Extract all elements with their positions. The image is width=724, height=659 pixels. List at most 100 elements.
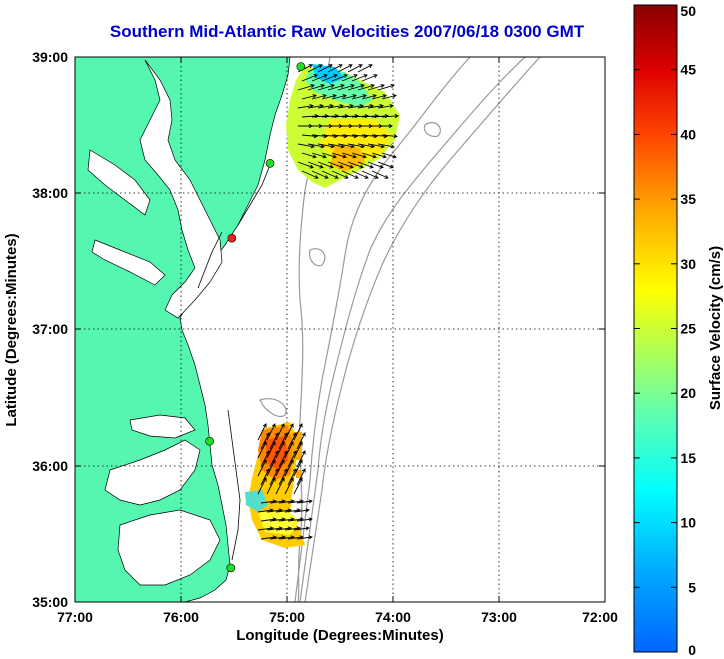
velocity-vector-north xyxy=(307,104,324,109)
velocity-vector-north xyxy=(357,143,375,149)
velocity-vector-north xyxy=(301,94,317,100)
velocity-vector-north xyxy=(321,74,338,82)
velocity-vector-north xyxy=(311,170,329,179)
velocity-vector-north xyxy=(321,152,337,159)
velocity-vector-north xyxy=(381,134,398,139)
velocity-vector-south xyxy=(269,450,279,468)
velocity-vector-north xyxy=(361,94,377,100)
colorbar-tick-label: 40 xyxy=(680,126,696,142)
y-tick-label: 37:00 xyxy=(32,321,68,337)
colorbar-tick-label: 35 xyxy=(680,191,696,207)
barrier-islands xyxy=(197,159,273,561)
velocity-vector-north xyxy=(371,94,387,100)
velocity-vector-north xyxy=(321,170,339,179)
velocity-vector-south xyxy=(293,459,303,477)
velocity-vector-north xyxy=(377,161,394,169)
velocity-vector-south xyxy=(293,441,303,459)
velocity-vector-south xyxy=(257,477,267,495)
velocity-vector-north xyxy=(307,143,325,149)
y-tick-labels: 39:00 38:00 37:00 36:00 35:00 xyxy=(32,49,68,610)
velocity-vector-north xyxy=(381,113,399,119)
velocity-vector-north xyxy=(371,152,387,159)
velocity-vector-north xyxy=(317,64,333,73)
velocity-vector-south xyxy=(287,432,297,450)
velocity-vector-north xyxy=(317,143,335,149)
velocity-vector-north xyxy=(361,152,377,159)
velocity-vector-south xyxy=(296,535,313,540)
velocity-vector-south xyxy=(260,468,270,486)
velocity-vector-north xyxy=(341,94,357,100)
velocity-vector-north xyxy=(327,104,344,109)
colorbar-gradient xyxy=(633,4,678,653)
velocity-vector-north xyxy=(297,104,314,109)
velocity-vector-north xyxy=(367,143,385,149)
velocity-vector-north xyxy=(337,161,354,169)
radar-station-marker xyxy=(205,436,214,446)
velocity-vector-north xyxy=(337,143,355,149)
velocity-vector-south xyxy=(284,459,294,477)
velocity-vector-north xyxy=(301,152,317,159)
velocity-field-south xyxy=(245,422,313,548)
velocity-vector-north xyxy=(347,64,363,73)
velocity-vector-north xyxy=(311,152,327,159)
bathymetry-contour-loop2 xyxy=(309,248,326,267)
velocity-vector-north xyxy=(357,84,375,91)
radar-station-marker xyxy=(265,158,275,168)
y-tick-label: 36:00 xyxy=(32,458,68,474)
velocity-vector-north xyxy=(367,104,384,109)
colorbar-tick-label: 5 xyxy=(688,579,696,595)
radar-station-marker xyxy=(296,62,306,71)
velocity-vector-north xyxy=(378,123,393,129)
x-tick-label: 76:00 xyxy=(163,609,199,625)
velocity-vector-north xyxy=(351,152,367,159)
velocity-vector-south xyxy=(260,450,270,468)
y-tick-label: 35:00 xyxy=(32,594,68,610)
radar-station-offline-marker xyxy=(227,233,237,243)
colorbar-tick-label: 15 xyxy=(680,450,696,466)
velocity-vector-south xyxy=(296,517,313,522)
velocity-vector-south xyxy=(287,468,297,486)
velocity-vector-north xyxy=(331,74,348,82)
velocity-vector-south xyxy=(284,441,294,459)
map-title: Southern Mid-Atlantic Raw Velocities 200… xyxy=(109,22,585,41)
velocity-vector-south xyxy=(260,432,270,450)
velocity-vector-north xyxy=(351,74,368,82)
colorbar: 0 5 10 15 20 25 30 35 40 45 50 Surface Velocity (c… xyxy=(633,3,724,658)
x-tick-label: 74:00 xyxy=(375,609,411,625)
velocity-vector-north xyxy=(317,84,335,91)
bathymetry-contour-deep2 xyxy=(304,57,541,602)
velocity-vector-north xyxy=(381,94,397,100)
velocity-vector-south xyxy=(275,477,285,495)
velocity-vector-north xyxy=(337,104,354,109)
velocity-vector-north xyxy=(297,143,315,149)
velocity-vector-north xyxy=(347,84,365,91)
velocity-vector-north xyxy=(351,170,369,179)
velocity-vector-north xyxy=(311,74,328,82)
velocity-vector-north xyxy=(367,84,385,91)
velocity-vector-south xyxy=(266,477,276,495)
velocity-vector-south xyxy=(257,423,267,441)
velocity-vector-south xyxy=(278,468,288,486)
radar-station-marker xyxy=(226,563,236,573)
velocity-vector-south xyxy=(269,468,279,486)
velocity-vector-north xyxy=(327,84,345,91)
velocity-vector-south xyxy=(275,423,285,441)
y-axis-label: Latitude (Degrees:Minutes) xyxy=(3,233,20,426)
velocity-vector-north xyxy=(377,84,395,91)
velocity-vector-north xyxy=(307,161,324,169)
velocity-vector-north xyxy=(361,74,378,82)
velocity-vector-north xyxy=(331,170,349,179)
velocity-vector-south xyxy=(293,477,303,495)
velocity-vector-south xyxy=(284,423,294,441)
colorbar-tick-label: 25 xyxy=(680,321,696,337)
velocity-vector-north xyxy=(297,161,314,169)
velocity-vector-north xyxy=(331,152,347,159)
velocity-vector-north xyxy=(371,170,389,179)
x-tick-label: 72:00 xyxy=(582,609,618,625)
velocity-vector-north xyxy=(377,143,395,149)
velocity-vector-north xyxy=(327,64,343,73)
velocity-vector-north xyxy=(357,161,374,169)
velocity-vector-north xyxy=(297,84,315,91)
colorbar-tick-label: 0 xyxy=(688,642,696,658)
